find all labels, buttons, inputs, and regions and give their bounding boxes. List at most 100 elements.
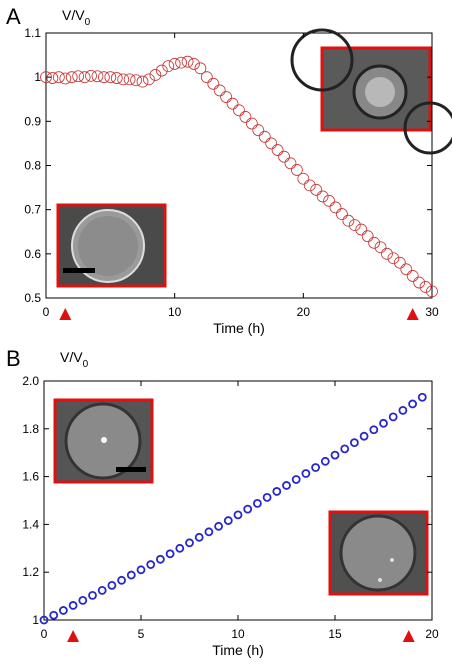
data-point: [214, 521, 224, 531]
panel-label: A: [6, 4, 21, 29]
data-point: [213, 84, 226, 97]
data-point: [88, 590, 97, 600]
data-point: [126, 570, 136, 580]
data-point: [46, 72, 59, 84]
y-axis-label-subscript: 0: [85, 17, 91, 28]
data-point: [136, 565, 146, 575]
x-axis-label: Time (h): [212, 642, 264, 658]
data-point: [239, 111, 252, 123]
data-point: [104, 71, 117, 84]
data-point: [290, 164, 303, 176]
y-tick-label: 2.0: [22, 374, 39, 388]
y-axis-label: V/V0: [62, 7, 91, 28]
data-point: [97, 585, 107, 595]
data-point: [149, 69, 162, 81]
data-point: [400, 263, 413, 276]
data-point: [146, 560, 156, 569]
data-point: [49, 610, 59, 620]
y-axis-label-text: V/V: [60, 349, 83, 365]
y-tick-label: 1.2: [22, 565, 39, 579]
data-point: [388, 412, 398, 422]
data-point: [39, 615, 49, 625]
data-point: [98, 71, 110, 84]
x-tick-label: 0: [43, 305, 50, 319]
panel-label: B: [6, 346, 21, 371]
data-point: [413, 276, 426, 289]
data-point: [59, 72, 72, 85]
data-point: [419, 281, 432, 293]
data-point: [175, 56, 188, 69]
data-point: [336, 208, 348, 220]
data-point: [252, 498, 262, 508]
x-tick-label: 5: [138, 627, 145, 641]
x-tick-label: 20: [297, 305, 311, 319]
data-point: [72, 70, 85, 83]
y-axis-label: V/V0: [60, 349, 89, 370]
y-tick-label: 0.9: [24, 114, 41, 128]
data-point: [272, 487, 282, 496]
data-point: [387, 252, 400, 265]
y-axis-label-text: V/V: [62, 7, 85, 23]
data-point: [369, 425, 379, 435]
x-tick-label: 30: [425, 305, 439, 319]
x-tick-label: 10: [231, 627, 245, 641]
data-point: [323, 194, 335, 207]
data-point: [310, 183, 323, 196]
data-point: [233, 510, 243, 520]
data-point: [361, 230, 374, 243]
y-tick-label: 1.4: [22, 517, 39, 531]
data-point: [40, 71, 52, 84]
inset-image: [290, 28, 452, 155]
data-point: [175, 543, 185, 553]
data-point: [194, 62, 207, 75]
data-point: [355, 223, 368, 236]
data-point: [143, 73, 155, 86]
y-tick-label: 0.8: [24, 159, 41, 173]
time-marker: [67, 630, 80, 642]
data-point: [368, 236, 381, 249]
data-point: [168, 58, 181, 70]
data-point: [155, 64, 168, 77]
data-point: [117, 73, 130, 86]
data-point: [258, 130, 271, 143]
data-point: [398, 405, 408, 415]
data-point: [130, 74, 142, 87]
inset-image: [328, 510, 429, 596]
data-point: [245, 117, 258, 130]
time-marker: [402, 630, 415, 642]
data-point: [68, 601, 78, 610]
data-point: [243, 504, 253, 514]
data-point: [329, 201, 342, 214]
y-tick-label: 1: [34, 70, 41, 84]
data-point: [282, 481, 291, 490]
data-point: [417, 392, 427, 402]
data-point: [262, 492, 272, 502]
data-point: [220, 91, 233, 103]
data-point: [59, 606, 68, 615]
data-point: [200, 71, 213, 84]
data-point: [342, 214, 355, 227]
data-point: [301, 469, 311, 478]
inset-image: [53, 398, 154, 484]
time-marker: [59, 308, 72, 320]
data-point: [52, 71, 65, 84]
x-tick-label: 15: [328, 627, 342, 641]
data-point: [188, 58, 200, 70]
data-point: [379, 418, 388, 428]
data-point: [233, 104, 245, 117]
data-point: [78, 71, 91, 84]
data-point: [85, 69, 97, 82]
data-point: [155, 554, 165, 564]
data-point: [107, 580, 117, 590]
y-tick-label: 1.6: [22, 470, 39, 484]
data-point: [291, 475, 301, 484]
data-point: [316, 190, 329, 203]
y-axis-label-subscript: 0: [83, 359, 89, 370]
data-point: [284, 157, 297, 170]
data-point: [78, 596, 88, 605]
data-point: [303, 179, 316, 192]
data-point: [340, 444, 350, 454]
data-point: [408, 399, 418, 409]
data-point: [181, 55, 194, 68]
